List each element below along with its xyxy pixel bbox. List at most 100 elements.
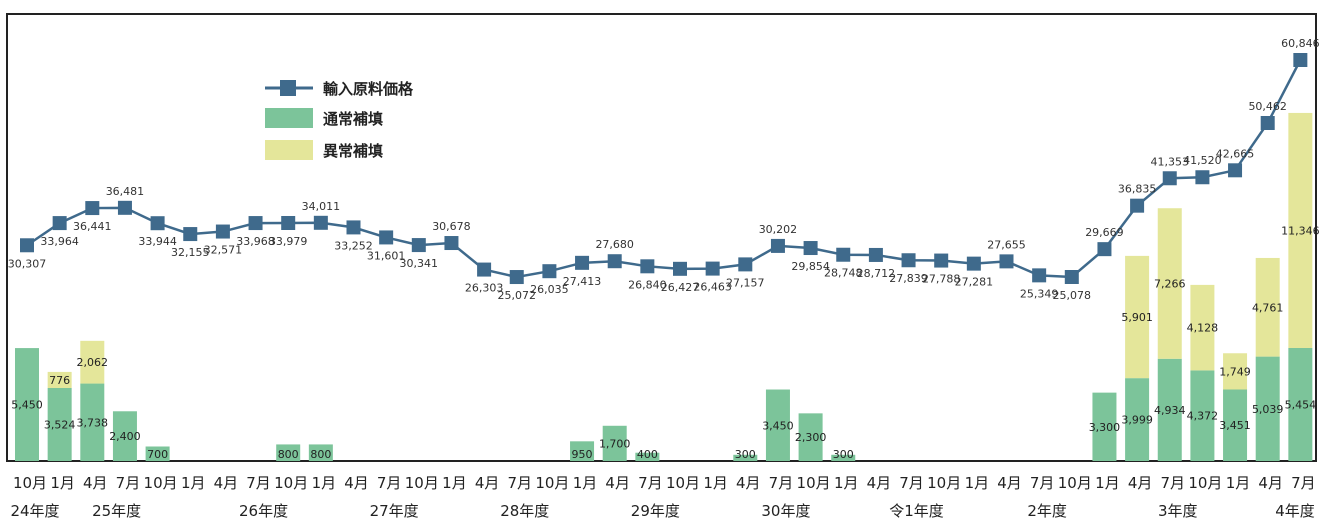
price-marker	[281, 215, 296, 230]
bar-normal	[276, 444, 301, 461]
price-label: 29,669	[1085, 226, 1124, 239]
fiscal-year-label: 24年度	[10, 502, 59, 520]
bar-label-normal: 4,934	[1154, 404, 1186, 417]
x-tick-label: 1月	[1095, 474, 1120, 492]
bar-normal	[80, 383, 105, 461]
price-marker	[183, 227, 198, 242]
price-label: 25,349	[1020, 287, 1059, 300]
bar-label-abnormal: 5,901	[1121, 311, 1153, 324]
bar-normal	[1157, 358, 1182, 461]
legend-label-normal: 通常補填	[323, 110, 383, 128]
fiscal-year-label: 30年度	[761, 502, 810, 520]
price-marker	[1064, 270, 1079, 284]
price-label: 31,601	[367, 249, 406, 262]
price-marker	[346, 220, 361, 235]
bar-label-normal: 1,700	[599, 437, 631, 450]
line-layer: 30,307 33,964 36,441 36,481 33,94432,15532,5…	[8, 37, 1320, 302]
bar-normal	[308, 444, 333, 461]
price-marker	[379, 230, 394, 245]
bar-label-normal: 5,039	[1252, 403, 1284, 416]
price-label: 36,441	[73, 220, 112, 233]
price-marker	[803, 241, 818, 256]
price-marker	[1162, 171, 1177, 186]
x-tick-label: 4月	[1128, 474, 1153, 492]
price-marker	[705, 261, 720, 276]
price-marker	[966, 256, 981, 271]
price-label: 27,413	[563, 275, 602, 288]
bar-label-abnormal: 4,128	[1187, 322, 1219, 335]
x-tick-label: 7月	[1160, 474, 1185, 492]
price-marker	[934, 253, 949, 268]
bar-normal	[1288, 348, 1313, 461]
price-marker	[1293, 53, 1308, 67]
price-marker	[868, 247, 883, 262]
price-label: 27,680	[595, 238, 634, 251]
bar-label-normal: 2,400	[109, 430, 141, 443]
price-label: 27,655	[987, 238, 1026, 251]
legend-label-price: 輸入原料価格	[323, 80, 414, 98]
price-label: 50,462	[1248, 100, 1287, 113]
price-marker	[117, 200, 132, 215]
price-marker	[1228, 163, 1243, 178]
bar-label-abnormal: 776	[49, 374, 70, 387]
price-label: 30,341	[400, 257, 439, 270]
fiscal-year-label: 3年度	[1158, 502, 1198, 520]
bar-label-abnormal: 7,266	[1154, 278, 1186, 291]
x-tick-label: 10月	[666, 474, 700, 492]
bar-abnormal	[80, 340, 105, 384]
x-tick-label: 7月	[507, 474, 532, 492]
bar-abnormal	[47, 371, 72, 388]
x-tick-label: 7月	[1291, 474, 1316, 492]
x-tick-label: 4月	[475, 474, 500, 492]
x-tick-label: 4月	[736, 474, 761, 492]
price-label: 41,353	[1151, 155, 1190, 168]
bar-label-normal: 400	[637, 448, 658, 461]
x-tick-label: 1月	[965, 474, 990, 492]
x-tick-label: 4月	[867, 474, 892, 492]
price-label: 27,157	[726, 276, 765, 289]
bar-normal	[145, 446, 170, 461]
price-label: 25,072	[498, 289, 537, 302]
price-label: 26,427	[661, 281, 700, 294]
fiscal-year-label: 4年度	[1275, 502, 1315, 520]
price-label: 41,520	[1183, 154, 1222, 167]
bar-abnormal	[1288, 112, 1313, 348]
price-label: 27,788	[922, 273, 961, 286]
x-tick-label: 1月	[50, 474, 75, 492]
price-label: 34,011	[302, 200, 341, 213]
x-tick-label: 10月	[1188, 474, 1222, 492]
x-tick-label: 10月	[13, 474, 47, 492]
price-label: 28,748	[824, 267, 863, 280]
bar-label-abnormal: 4,761	[1252, 301, 1284, 314]
fiscal-year-label: 2年度	[1027, 502, 1067, 520]
bar-label-normal: 3,999	[1121, 414, 1153, 427]
bar-normal	[1125, 378, 1150, 461]
bar-label-abnormal: 2,062	[77, 356, 109, 369]
price-marker	[607, 254, 622, 269]
bar-label-abnormal: 11,346	[1281, 224, 1320, 237]
bar-label-abnormal: 1,749	[1219, 365, 1251, 378]
price-label: 33,964	[40, 235, 79, 248]
bar-label-normal: 5,454	[1285, 399, 1317, 412]
bar-normal	[635, 452, 660, 461]
x-tick-label: 10月	[274, 474, 308, 492]
bar-label-normal: 300	[833, 448, 854, 461]
price-marker	[444, 236, 459, 251]
x-tick-label: 4月	[1258, 474, 1283, 492]
bar-normal	[15, 348, 39, 461]
x-tick-label: 1月	[834, 474, 859, 492]
price-label: 26,463	[693, 281, 732, 294]
price-marker	[1032, 268, 1047, 283]
price-label: 26,303	[465, 282, 504, 295]
price-marker	[1130, 198, 1145, 213]
price-label: 27,839	[889, 272, 928, 285]
price-label: 30,307	[8, 257, 47, 270]
price-label: 30,202	[759, 223, 798, 236]
x-tick-label: 7月	[899, 474, 924, 492]
bar-normal	[1190, 370, 1215, 461]
bar-label-normal: 700	[147, 448, 168, 461]
price-marker	[542, 264, 557, 279]
bar-abnormal	[1190, 284, 1215, 371]
bar-label-normal: 2,300	[795, 431, 827, 444]
price-marker	[509, 270, 524, 285]
